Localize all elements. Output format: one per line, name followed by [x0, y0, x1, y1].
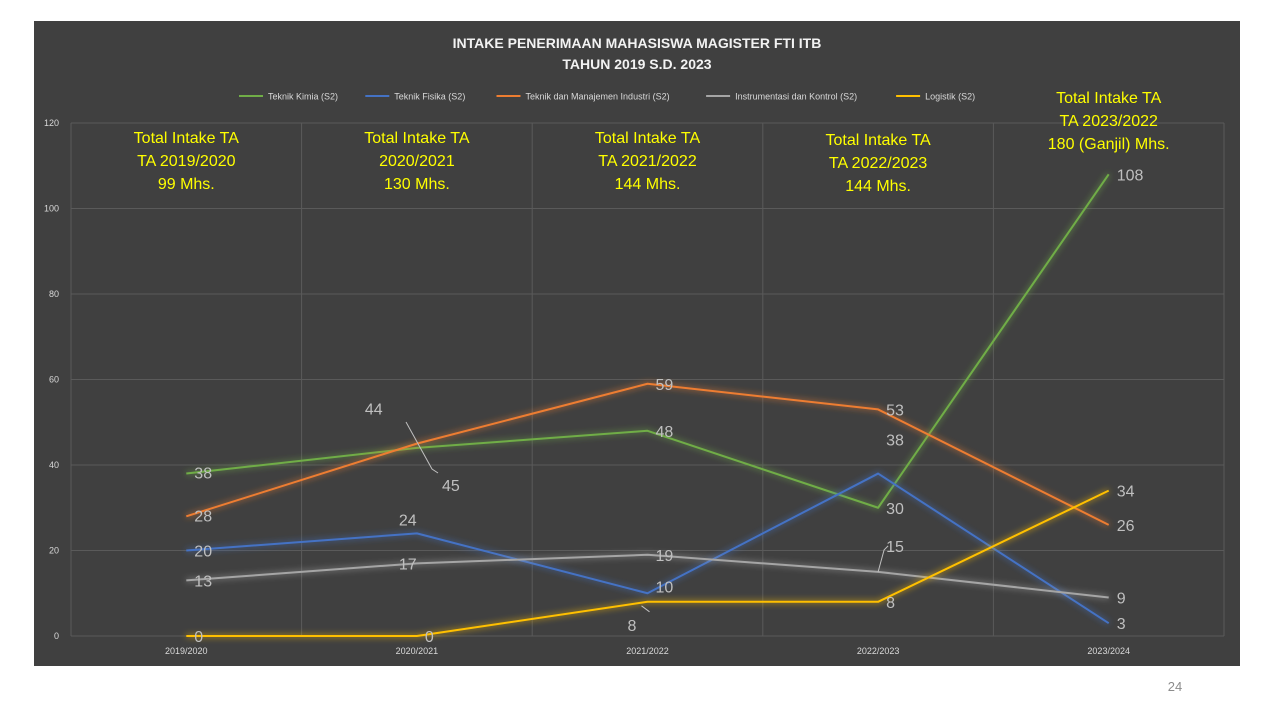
series-line [185, 382, 1110, 526]
legend-label: Teknik Fisika (S2) [394, 92, 465, 102]
total-intake-annotation-line: Total Intake TA [595, 130, 701, 147]
y-tick-label: 120 [44, 118, 59, 128]
y-tick-label: 60 [49, 375, 59, 385]
callout-leader [877, 545, 889, 573]
chart-title: INTAKE PENERIMAAN MAHASISWA MAGISTER FTI… [453, 35, 822, 72]
total-intake-annotation-line: 144 Mhs. [615, 176, 681, 193]
data-label: 3 [1117, 616, 1126, 633]
data-label: 20 [194, 544, 212, 561]
total-intake-annotation-line: Total Intake TA [364, 130, 470, 147]
series-line [186, 553, 1109, 599]
total-intake-annotation-line: 2020/2021 [379, 153, 455, 170]
data-label: 24 [399, 512, 417, 529]
total-intake-annotations: Total Intake TA TA 2019/2020 99 Mhs. Total … [134, 90, 1170, 195]
legend: Teknik Kimia (S2) Teknik Fisika (S2) Tekni… [239, 92, 975, 102]
data-labels: 38 48 30 108 20 24 10 38 3 28 44 59 53 26 13 17 19 15 9 0 0 8… [194, 167, 1143, 646]
data-label: 17 [399, 556, 417, 573]
total-intake-annotation-line: TA 2023/2022 [1059, 113, 1158, 130]
total-intake-annotation-line: Total Intake TA [134, 130, 240, 147]
callout-leader [641, 605, 650, 613]
series-line [186, 489, 1110, 637]
data-label: 38 [886, 433, 904, 450]
total-intake-annotation-line: TA 2021/2022 [598, 153, 697, 170]
data-label: 8 [628, 618, 637, 635]
series-line [186, 173, 1110, 509]
data-label: 0 [425, 629, 434, 646]
data-label: 34 [1117, 484, 1135, 501]
data-label: 19 [656, 548, 674, 565]
chart-title-line-2: TAHUN 2019 S.D. 2023 [562, 56, 711, 72]
legend-label: Logistik (S2) [925, 92, 975, 102]
data-label: 9 [1117, 591, 1126, 608]
total-intake-annotation-line: Total Intake TA [825, 132, 931, 149]
series-lines [185, 173, 1110, 637]
data-label: 15 [886, 539, 904, 556]
y-tick-label: 0 [54, 631, 59, 641]
y-tick-label: 80 [49, 289, 59, 299]
total-intake-annotation-line: 144 Mhs. [845, 178, 911, 195]
x-tick-label: 2023/2024 [1087, 646, 1130, 656]
slide-number: 24 [1167, 679, 1183, 694]
data-label: 53 [886, 402, 904, 419]
legend-label: Teknik Kimia (S2) [268, 92, 338, 102]
data-label: 38 [194, 466, 212, 483]
data-label: 30 [886, 501, 904, 518]
data-label: 44 [365, 402, 383, 419]
series-line [186, 472, 1110, 625]
chart-panel: INTAKE PENERIMAAN MAHASISWA MAGISTER FTI… [34, 21, 1240, 666]
y-tick-label: 40 [49, 460, 59, 470]
data-label: 59 [656, 377, 674, 394]
gridlines [70, 122, 1225, 637]
total-intake-annotation-line: TA 2022/2023 [829, 155, 928, 172]
callout-label: 45 [442, 478, 460, 495]
x-tick-label: 2021/2022 [626, 646, 669, 656]
legend-label: Instrumentasi dan Kontrol (S2) [735, 92, 857, 102]
total-intake-annotation-line: 180 (Ganjil) Mhs. [1048, 136, 1170, 153]
data-label: 28 [194, 508, 212, 525]
legend-label: Teknik dan Manajemen Industri (S2) [526, 92, 670, 102]
data-label: 108 [1117, 167, 1144, 184]
total-intake-annotation-line: Total Intake TA [1056, 90, 1162, 107]
total-intake-annotation-line: TA 2019/2020 [137, 153, 236, 170]
chart-title-line-1: INTAKE PENERIMAAN MAHASISWA MAGISTER FTI… [453, 35, 822, 51]
y-tick-label: 100 [44, 204, 59, 214]
line-chart: INTAKE PENERIMAAN MAHASISWA MAGISTER FTI… [44, 35, 1225, 656]
data-label: 0 [194, 629, 203, 646]
data-label: 8 [886, 595, 895, 612]
data-label: 26 [1117, 518, 1135, 535]
x-tick-label: 2022/2023 [857, 646, 900, 656]
x-tick-label: 2020/2021 [396, 646, 439, 656]
data-label: 48 [656, 424, 674, 441]
total-intake-annotation-line: 130 Mhs. [384, 176, 450, 193]
data-label: 10 [656, 579, 674, 596]
y-tick-label: 20 [49, 546, 59, 556]
data-label: 13 [194, 573, 212, 590]
total-intake-annotation-line: 99 Mhs. [158, 176, 215, 193]
x-tick-label: 2019/2020 [165, 646, 208, 656]
callout-leader [405, 421, 439, 474]
